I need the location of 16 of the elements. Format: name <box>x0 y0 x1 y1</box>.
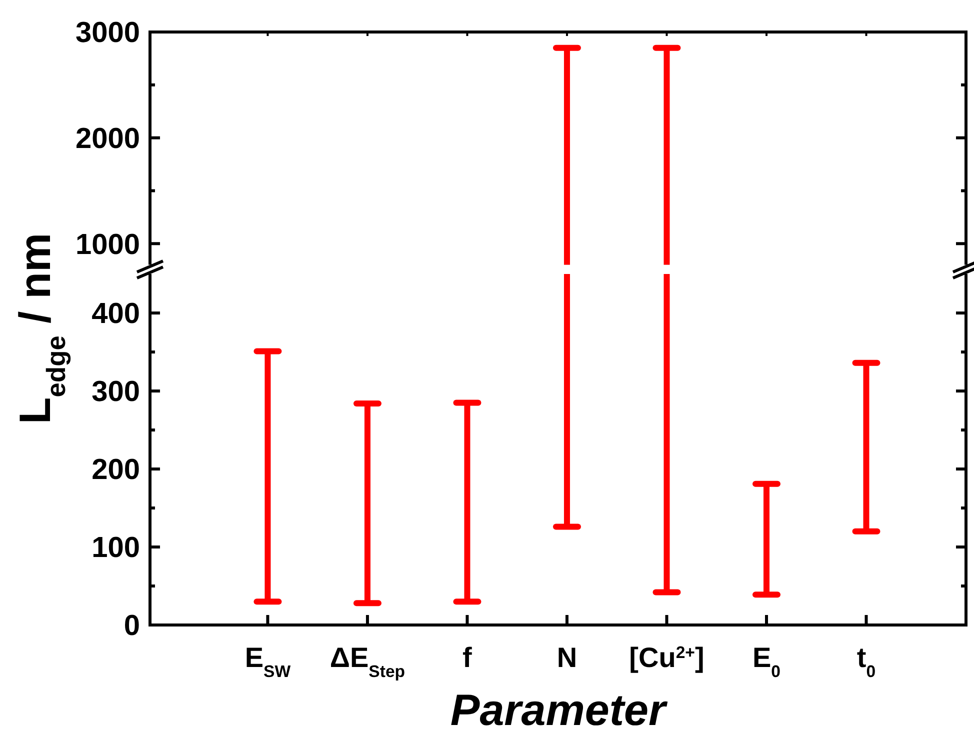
x-tick-label: E$_{SW}$ <box>244 642 291 680</box>
y-tick-label: 400 <box>92 298 140 330</box>
x-tick-label: t$_{0}$ <box>856 642 876 680</box>
y-tick-label: 100 <box>92 532 140 564</box>
x-tick-label: E$_{0}$ <box>752 642 781 680</box>
y-tick-label: 1000 <box>75 228 140 261</box>
x-tick-label: [Cu$^{2+}$] <box>629 642 704 673</box>
x-tick-label: ΔE$_{Step}$ <box>330 642 406 680</box>
y-tick-label: 200 <box>92 454 140 486</box>
x-tick-label: f <box>462 642 473 673</box>
y-tick-label: 300 <box>92 376 140 408</box>
x-axis-title: Parameter <box>450 686 668 735</box>
y-tick-label: 3000 <box>75 17 140 50</box>
y-tick-label: 0 <box>124 610 140 642</box>
y-tick-label: 2000 <box>75 122 140 155</box>
x-tick-label: N <box>556 642 578 673</box>
